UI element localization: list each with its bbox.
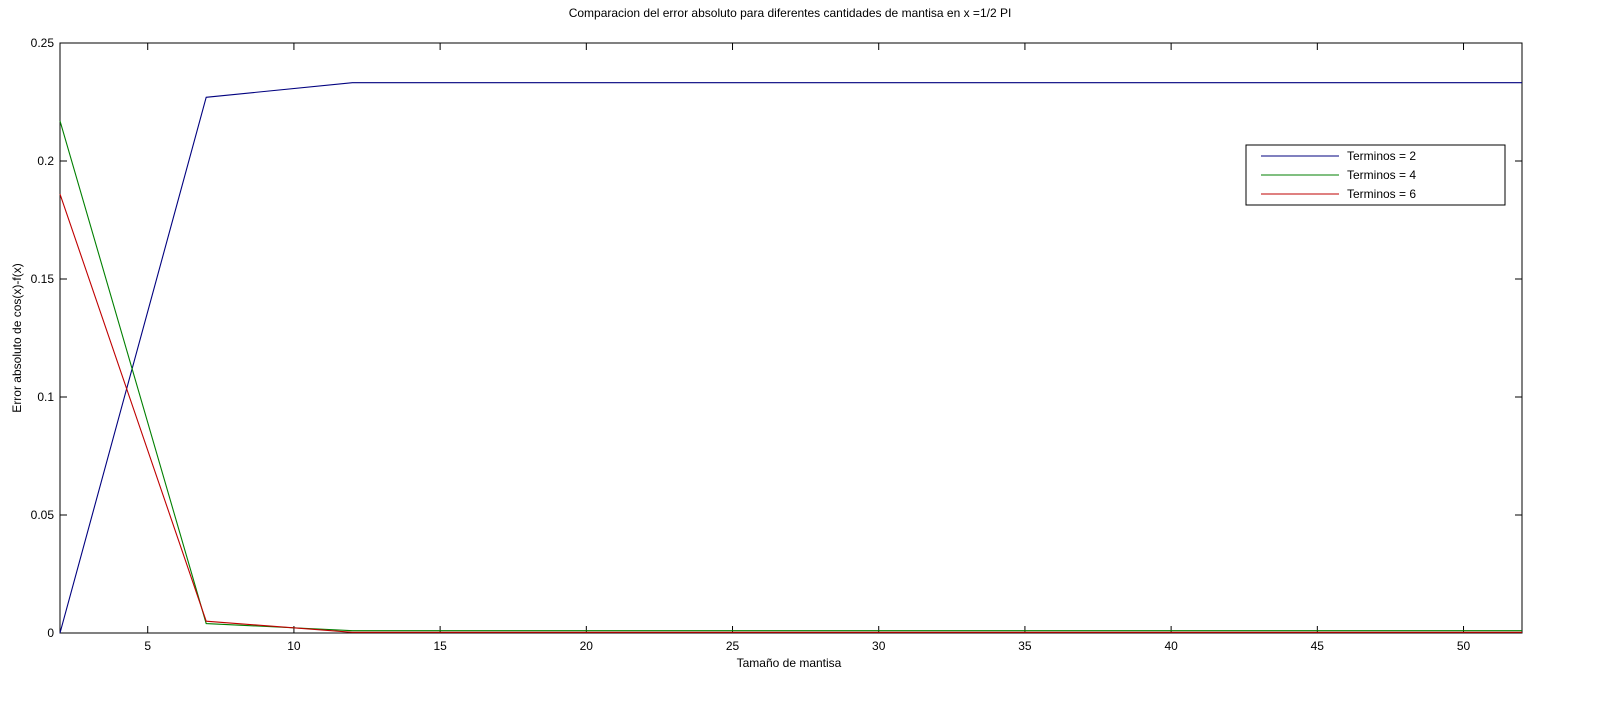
x-tick-label: 15	[433, 639, 447, 653]
series-line-1	[59, 82, 1522, 634]
axis-ticks: 5 10 15 20 25 30 35 40 45 50 0 0.05 0.1 0.15 0.2 0.25	[31, 36, 1522, 653]
y-tick-label: 0.2	[37, 154, 54, 168]
legend-label: Terminos = 6	[1347, 187, 1416, 201]
y-tick-label: 0	[47, 626, 54, 640]
legend-label: Terminos = 2	[1347, 149, 1416, 163]
y-tick-label: 0.15	[31, 272, 55, 286]
x-tick-label: 10	[287, 639, 301, 653]
plot-area	[59, 42, 1523, 634]
y-axis-title: Error absoluto de cos(x)-f(x)	[10, 263, 24, 412]
plot-box	[59, 42, 1523, 634]
x-axis-title: Tamaño de mantisa	[737, 656, 842, 670]
y-tick-label: 0.05	[31, 508, 55, 522]
series-layer	[59, 82, 1522, 634]
x-tick-label: 45	[1311, 639, 1325, 653]
y-tick-label: 0.25	[31, 36, 55, 50]
legend-label: Terminos = 4	[1347, 168, 1416, 182]
chart-title: Comparacion del error absoluto para dife…	[569, 6, 1012, 20]
x-tick-label: 30	[872, 639, 886, 653]
series-line-3	[59, 193, 1522, 633]
x-tick-label: 50	[1457, 639, 1471, 653]
x-tick-label: 20	[580, 639, 594, 653]
legend: Terminos = 2 Terminos = 4 Terminos = 6	[1245, 144, 1506, 206]
y-tick-label: 0.1	[37, 390, 54, 404]
x-tick-label: 40	[1164, 639, 1178, 653]
x-tick-label: 25	[726, 639, 740, 653]
x-tick-label: 35	[1018, 639, 1032, 653]
x-tick-label: 5	[144, 639, 151, 653]
